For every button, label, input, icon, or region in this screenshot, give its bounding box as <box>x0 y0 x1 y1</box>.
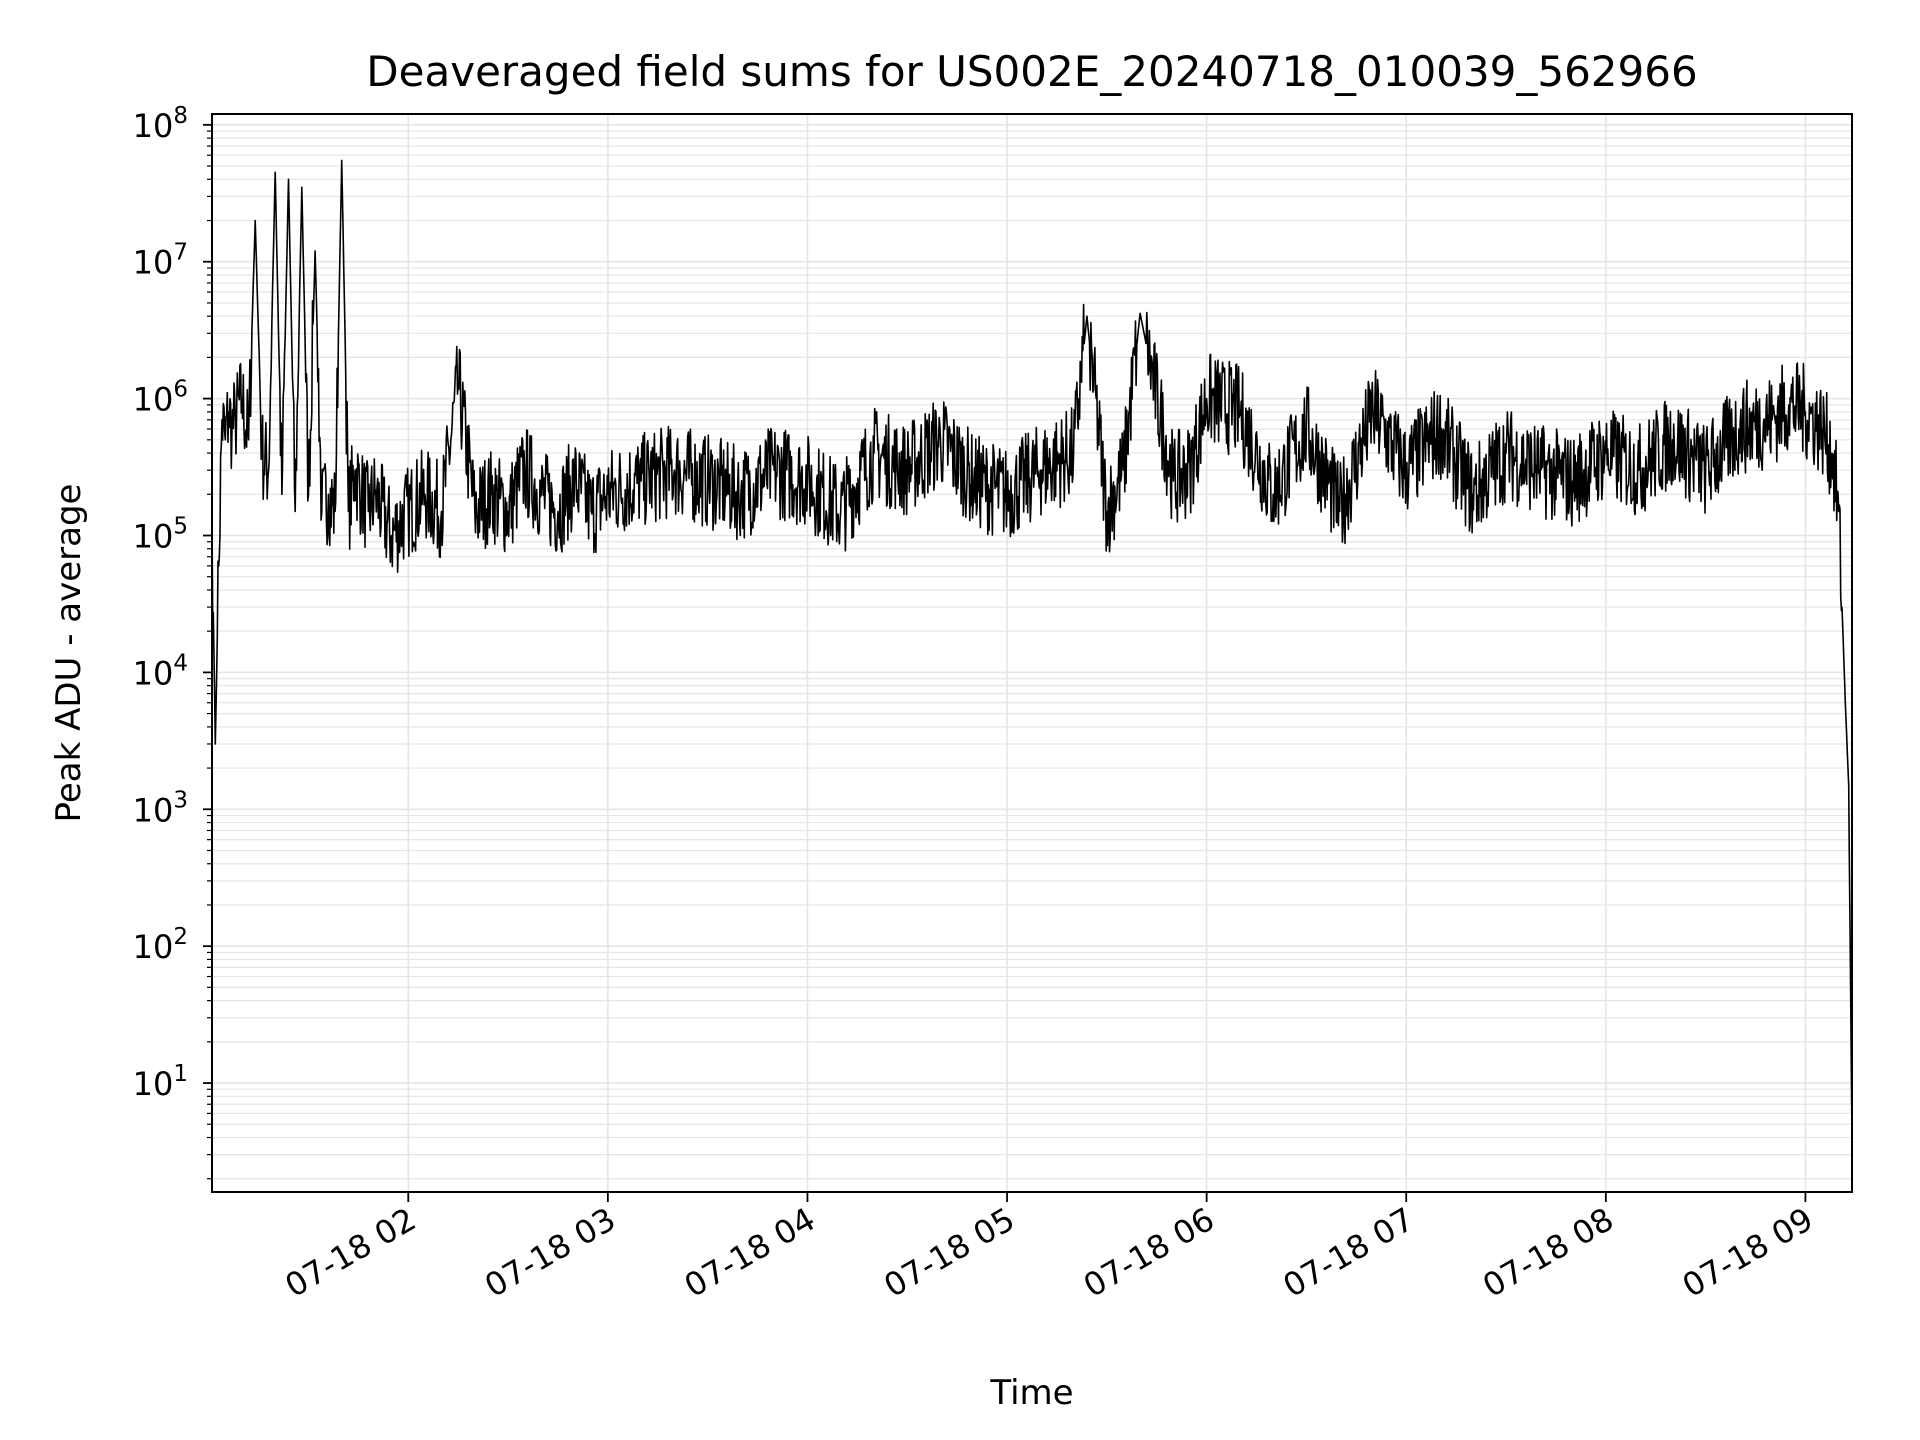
plot-area <box>211 113 1853 1193</box>
x-tick-label: 07-18 02 <box>279 1200 423 1305</box>
y-tick-label: 101 <box>133 1061 188 1103</box>
y-tick-label: 102 <box>133 924 188 966</box>
x-tick-label: 07-18 09 <box>1676 1200 1820 1305</box>
y-tick-label: 108 <box>133 103 188 145</box>
y-tick-label: 106 <box>133 377 188 419</box>
x-axis-label: Time <box>989 1373 1073 1413</box>
data-series-line <box>211 159 1853 1138</box>
x-tick-label: 07-18 05 <box>877 1200 1021 1305</box>
x-tick-label: 07-18 08 <box>1476 1200 1620 1305</box>
x-tick-label: 07-18 06 <box>1077 1200 1221 1305</box>
y-tick-label: 104 <box>133 650 188 692</box>
y-axis-label: Peak ADU - average <box>49 484 89 823</box>
y-tick-label: 105 <box>133 514 188 556</box>
grid <box>212 114 1852 1192</box>
chart-title: Deaveraged field sums for US002E_2024071… <box>366 47 1697 96</box>
y-tick-label: 107 <box>133 240 188 282</box>
x-tick-label: 07-18 04 <box>678 1200 822 1305</box>
y-axis: 101 102 103 104 105 106 107 108 <box>133 103 212 1180</box>
x-axis: 07-18 02 07-18 03 07-18 04 07-18 05 07-18 06… <box>279 1192 1820 1305</box>
y-tick-label: 103 <box>133 787 188 829</box>
x-tick-label: 07-18 03 <box>478 1200 622 1305</box>
x-tick-label: 07-18 07 <box>1277 1200 1421 1305</box>
